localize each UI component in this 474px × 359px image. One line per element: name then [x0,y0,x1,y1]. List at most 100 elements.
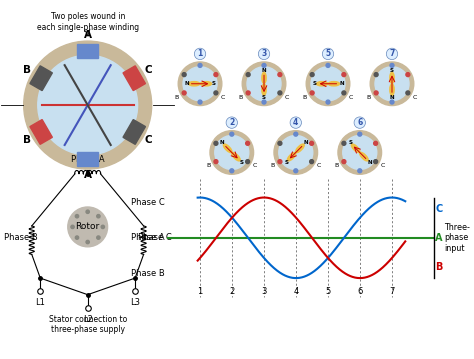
Circle shape [406,91,410,95]
Text: A: A [390,55,394,60]
Circle shape [374,91,378,95]
Text: S: S [262,95,266,100]
Text: C: C [349,94,353,99]
Circle shape [338,131,382,174]
Text: Rotor: Rotor [75,222,100,232]
Text: S: S [390,68,394,73]
Circle shape [343,135,377,169]
Text: Phase B: Phase B [131,269,165,278]
Circle shape [278,141,282,145]
Text: A: A [84,31,91,41]
Bar [77,44,98,59]
Text: S: S [348,140,352,145]
Circle shape [246,160,250,164]
Text: three-phase supply: three-phase supply [51,325,125,334]
Circle shape [38,55,137,155]
Ellipse shape [223,144,232,153]
Text: A: A [198,55,202,60]
Circle shape [68,207,108,247]
Text: 5: 5 [326,50,330,59]
Circle shape [390,100,394,104]
Ellipse shape [296,144,304,153]
Circle shape [406,73,410,76]
Circle shape [278,73,282,76]
Circle shape [246,73,250,76]
Circle shape [247,67,281,101]
Circle shape [342,141,346,145]
Text: N: N [262,68,266,73]
Text: B: B [239,94,243,99]
Text: S: S [312,81,317,86]
Text: B: B [367,94,371,99]
Circle shape [278,160,282,164]
Text: L1: L1 [36,298,45,307]
Circle shape [182,73,186,76]
Circle shape [198,100,202,104]
Text: B: B [335,163,339,168]
Text: Phase A: Phase A [71,155,104,164]
Text: 6: 6 [357,286,363,295]
Circle shape [342,91,346,95]
Text: A: A [358,123,362,129]
Circle shape [310,73,314,76]
Text: Phase A: Phase A [131,233,165,242]
Text: Three-
phase
input: Three- phase input [444,223,470,253]
Text: 5: 5 [325,286,331,295]
Circle shape [278,91,282,95]
Text: 7: 7 [389,286,395,295]
Text: A: A [230,123,234,129]
Circle shape [24,41,152,169]
Circle shape [370,62,414,106]
Text: Phase B: Phase B [3,233,37,242]
Text: B: B [303,94,307,99]
Circle shape [101,225,104,229]
Text: N: N [367,159,372,164]
Text: N: N [339,81,344,86]
Bar [30,120,52,144]
Text: N: N [184,81,189,86]
Bar [30,66,52,90]
Ellipse shape [390,72,394,84]
Circle shape [182,91,186,95]
Text: 7: 7 [389,50,395,59]
Circle shape [86,241,90,244]
Ellipse shape [317,81,328,86]
Text: N: N [220,140,225,145]
Circle shape [374,160,378,164]
Text: S: S [284,159,288,164]
Circle shape [215,135,249,169]
Text: C: C [253,163,257,168]
Circle shape [194,48,206,60]
Circle shape [358,132,362,136]
Circle shape [226,117,237,128]
Circle shape [246,141,250,145]
Text: C: C [285,94,289,99]
Circle shape [274,131,318,174]
Text: C: C [413,94,417,99]
Text: N: N [303,140,308,145]
Text: C: C [317,163,321,168]
Ellipse shape [232,152,240,161]
Text: B: B [207,163,211,168]
Text: 4: 4 [293,286,299,295]
Bar [123,66,146,90]
Text: A: A [294,123,298,129]
Ellipse shape [351,144,360,153]
Text: C: C [435,204,442,214]
Ellipse shape [287,152,296,161]
Circle shape [311,67,345,101]
Circle shape [310,160,314,164]
Bar [123,120,146,144]
Text: C: C [144,65,152,75]
Circle shape [242,62,286,106]
Bar [77,152,98,166]
Circle shape [246,91,250,95]
Text: S: S [239,159,243,164]
Text: L3: L3 [130,298,140,307]
Circle shape [358,169,362,173]
Circle shape [262,100,266,104]
Text: B: B [23,135,31,145]
Text: B: B [435,262,443,272]
Text: A: A [326,55,330,60]
Circle shape [342,73,346,76]
